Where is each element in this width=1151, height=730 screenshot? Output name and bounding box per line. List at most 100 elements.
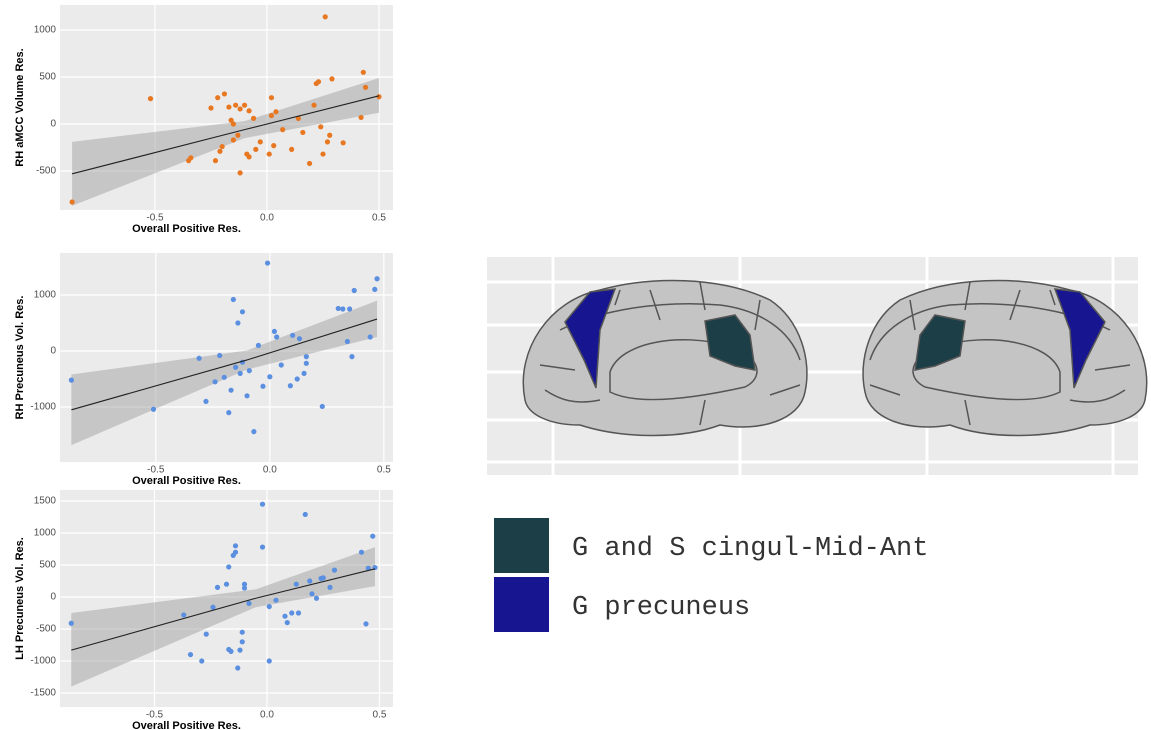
point <box>303 512 308 517</box>
x-tick-label: 0.0 <box>260 213 274 224</box>
point <box>363 621 368 626</box>
point <box>347 306 352 311</box>
point <box>269 95 274 100</box>
point <box>235 665 240 670</box>
point <box>267 604 272 609</box>
point <box>222 91 227 96</box>
point <box>301 371 306 376</box>
y-tick-label: -1500 <box>30 688 56 699</box>
point <box>273 598 278 603</box>
point <box>217 353 222 358</box>
y-tick-label: 0 <box>50 346 56 357</box>
point <box>148 96 153 101</box>
x-tick-label: 0.5 <box>373 710 387 721</box>
point <box>325 139 330 144</box>
point <box>345 339 350 344</box>
point <box>340 306 345 311</box>
point <box>327 585 332 590</box>
point <box>240 630 245 635</box>
point <box>336 306 341 311</box>
y-tick-label: 500 <box>39 72 56 83</box>
point <box>238 371 243 376</box>
point <box>260 384 265 389</box>
point <box>215 585 220 590</box>
legend-swatch <box>494 577 549 632</box>
point <box>318 124 323 129</box>
point <box>309 591 314 596</box>
point <box>282 614 287 619</box>
point <box>304 361 309 366</box>
point <box>212 379 217 384</box>
y-tick-label: 1000 <box>34 25 57 36</box>
point <box>295 376 300 381</box>
point <box>69 378 74 383</box>
legend-label: G and S cingul-Mid-Ant <box>572 534 928 564</box>
point <box>256 343 261 348</box>
point <box>210 605 215 610</box>
y-axis-title: LH Precuneus Vol. Res. <box>14 537 26 660</box>
point <box>358 115 363 120</box>
point <box>228 649 233 654</box>
x-tick-label: 0.5 <box>372 213 386 224</box>
point <box>349 354 354 359</box>
point <box>332 568 337 573</box>
y-tick-label: 1000 <box>34 290 57 301</box>
x-axis-title: Overall Positive Res. <box>132 475 241 487</box>
point <box>321 575 326 580</box>
point <box>320 151 325 156</box>
point <box>240 309 245 314</box>
point <box>188 155 193 160</box>
point <box>307 161 312 166</box>
point <box>224 582 229 587</box>
point <box>247 368 252 373</box>
point <box>372 287 377 292</box>
legend-swatch <box>494 518 549 573</box>
point <box>199 658 204 663</box>
point <box>307 578 312 583</box>
y-tick-label: 500 <box>39 560 56 571</box>
point <box>204 632 209 637</box>
point <box>352 288 357 293</box>
point <box>320 404 325 409</box>
figure: -50005001000-0.50.00.5Overall Positive R… <box>0 0 1151 730</box>
point <box>368 334 373 339</box>
y-tick-label: -1000 <box>30 656 56 667</box>
point <box>246 154 251 159</box>
point <box>314 596 319 601</box>
y-tick-label: -500 <box>36 624 56 635</box>
point <box>267 658 272 663</box>
point <box>231 121 236 126</box>
point <box>304 354 309 359</box>
point <box>226 410 231 415</box>
point <box>290 333 295 338</box>
point <box>233 103 238 108</box>
point <box>271 143 276 148</box>
point <box>300 130 305 135</box>
point <box>197 356 202 361</box>
point <box>297 336 302 341</box>
point <box>260 502 265 507</box>
point <box>222 375 227 380</box>
point <box>267 374 272 379</box>
hemisphere <box>523 281 807 436</box>
point <box>242 585 247 590</box>
y-tick-label: 1000 <box>34 528 57 539</box>
x-tick-label: 0.5 <box>377 465 391 476</box>
y-tick-label: 0 <box>50 592 56 603</box>
point <box>238 170 243 175</box>
point <box>233 365 238 370</box>
point <box>246 108 251 113</box>
point <box>188 652 193 657</box>
point <box>323 14 328 19</box>
point <box>280 127 285 132</box>
x-axis-title: Overall Positive Res. <box>132 720 241 730</box>
point <box>311 103 316 108</box>
point <box>231 297 236 302</box>
point <box>289 610 294 615</box>
point <box>251 116 256 121</box>
y-tick-label: 1500 <box>34 496 57 507</box>
point <box>151 407 156 412</box>
point <box>215 95 220 100</box>
brain-panel <box>487 257 1147 475</box>
point <box>226 104 231 109</box>
